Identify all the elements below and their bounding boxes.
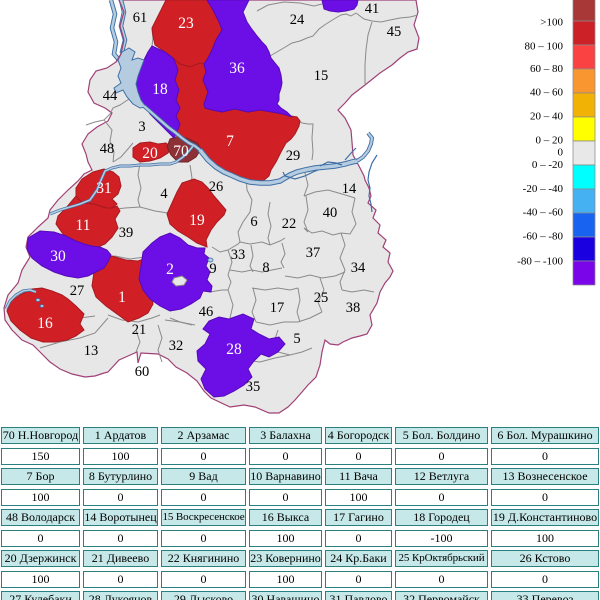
svg-text:-40 – -60: -40 – -60 [523,207,564,219]
svg-text:9: 9 [209,261,216,277]
svg-text:40 – 60: 40 – 60 [530,87,564,99]
svg-text:16: 16 [37,315,53,332]
svg-text:2: 2 [166,261,174,278]
svg-text:44: 44 [103,88,118,104]
svg-text:61: 61 [133,10,148,26]
svg-text:40: 40 [323,205,338,221]
svg-text:48: 48 [100,141,115,157]
svg-text:31: 31 [96,180,112,197]
svg-text:-20 – -40: -20 – -40 [523,183,564,195]
svg-text:70: 70 [173,143,189,160]
svg-text:25: 25 [314,290,329,306]
svg-text:-80 – -100: -80 – -100 [517,256,563,268]
svg-text:0 – -20: 0 – -20 [532,159,564,171]
svg-text:26: 26 [209,179,224,195]
svg-text:45: 45 [387,24,402,40]
svg-text:17: 17 [270,300,285,316]
svg-text:39: 39 [119,225,134,241]
svg-text:41: 41 [365,1,380,17]
svg-text:29: 29 [286,148,301,164]
svg-text:23: 23 [178,15,194,32]
svg-text:5: 5 [293,331,300,347]
svg-text:37: 37 [306,245,321,261]
svg-text:14: 14 [342,181,357,197]
svg-text:46: 46 [199,304,214,320]
svg-text:38: 38 [346,300,361,316]
svg-text:11: 11 [76,217,91,234]
svg-text:13: 13 [84,343,99,359]
svg-text:4: 4 [160,186,168,202]
svg-text:36: 36 [229,60,245,77]
svg-text:22: 22 [282,216,297,232]
svg-text:20 – 40: 20 – 40 [530,111,564,123]
svg-text:>100: >100 [540,17,563,29]
svg-text:0: 0 [558,147,564,159]
svg-text:3: 3 [138,119,145,135]
svg-text:60: 60 [135,364,150,380]
svg-text:60 – 80: 60 – 80 [530,63,564,75]
svg-text:30: 30 [50,248,66,265]
svg-text:18: 18 [152,81,168,98]
svg-text:28: 28 [226,341,242,358]
svg-text:80 – 100: 80 – 100 [525,41,564,53]
svg-text:20: 20 [142,145,158,162]
svg-text:34: 34 [351,260,366,276]
svg-text:33: 33 [231,247,246,263]
svg-text:24: 24 [290,12,305,28]
svg-text:35: 35 [246,379,261,395]
svg-text:1: 1 [118,289,126,306]
svg-text:-60 – -80: -60 – -80 [523,231,564,243]
svg-text:15: 15 [314,68,329,84]
svg-text:6: 6 [250,214,257,230]
svg-text:27: 27 [70,283,85,299]
svg-text:21: 21 [132,322,147,338]
svg-text:8: 8 [262,260,269,276]
svg-text:32: 32 [169,338,184,354]
svg-text:0 – 20: 0 – 20 [536,135,564,147]
svg-text:19: 19 [189,212,205,229]
svg-text:7: 7 [226,133,234,150]
